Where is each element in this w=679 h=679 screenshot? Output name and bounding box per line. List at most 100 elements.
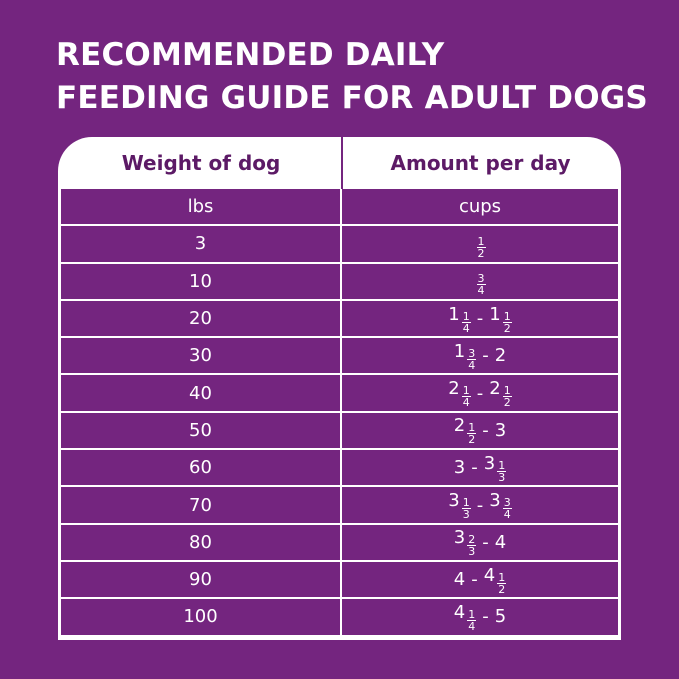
denominator: 2 <box>503 396 511 410</box>
whole-number: 3 <box>494 419 507 441</box>
range-separator: - <box>482 345 489 367</box>
numerator: 1 <box>476 234 486 248</box>
numerator: 3 <box>502 496 512 510</box>
table-row: 50 2 1 2-3 <box>61 412 618 449</box>
whole-number: 5 <box>494 606 507 628</box>
numerator: 1 <box>502 384 512 398</box>
page-title: RECOMMENDED DAILY FEEDING GUIDE FOR ADUL… <box>56 34 648 120</box>
whole-number: 1 <box>489 303 501 325</box>
whole-number: 2 <box>448 378 460 400</box>
table-row: 30 1 3 4-2 <box>61 338 618 374</box>
units-row: lbs cups <box>61 189 618 225</box>
weight-cell: 40 <box>61 375 340 411</box>
weight-cell: 90 <box>61 561 340 598</box>
numerator: 1 <box>467 421 477 435</box>
range-separator: - <box>471 569 478 591</box>
amount-from: 4 <box>454 569 465 590</box>
whole-number: 2 <box>489 378 501 400</box>
denominator: 4 <box>468 358 476 372</box>
numerator: 3 <box>467 346 477 360</box>
denominator: 3 <box>468 545 476 559</box>
title-line-1: RECOMMENDED DAILY <box>56 37 445 73</box>
unit-weight: lbs <box>61 189 340 225</box>
whole-number: 4 <box>483 564 496 586</box>
whole-number: 1 <box>453 340 466 362</box>
whole-number: 3 <box>483 452 496 474</box>
title-line-2: FEEDING GUIDE FOR ADULT DOGS <box>56 80 648 116</box>
weight-cell: 60 <box>61 450 340 486</box>
range-separator: - <box>482 606 489 628</box>
weight-cell: 30 <box>61 338 340 374</box>
denominator: 2 <box>477 246 485 260</box>
weight-cell: 10 <box>61 263 340 299</box>
weight-cell: 50 <box>61 412 340 449</box>
numerator: 1 <box>502 309 512 323</box>
denominator: 4 <box>503 508 511 522</box>
denominator: 3 <box>462 508 470 522</box>
amount-to: 5 <box>495 606 506 627</box>
amount-to: 2 <box>495 345 506 366</box>
whole-number: 4 <box>494 531 507 553</box>
header-amount: Amount per day <box>390 151 571 175</box>
header-weight: Weight of dog <box>61 137 343 189</box>
range-separator: - <box>482 419 489 441</box>
denominator: 4 <box>462 396 470 410</box>
table-row: 90 4-4 1 2 <box>61 561 618 598</box>
denominator: 4 <box>462 321 470 335</box>
table-row: 60 3-3 1 3 <box>61 450 618 486</box>
weight-cell: 3 <box>61 226 340 262</box>
numerator: 1 <box>497 458 507 472</box>
whole-number: 3 <box>453 457 466 479</box>
numerator: 1 <box>461 496 471 510</box>
whole-number: 2 <box>453 415 466 437</box>
table-row: 80 3 2 3-4 <box>61 524 618 560</box>
table-header: Weight of dog Amount per day <box>61 137 618 189</box>
whole-number: 3 <box>448 490 460 512</box>
numerator: 1 <box>461 384 471 398</box>
numerator: 2 <box>467 533 477 547</box>
whole-number: 4 <box>453 569 466 591</box>
whole-number: 3 <box>489 490 501 512</box>
amount-from: 3 <box>454 457 465 478</box>
table-row: 100 4 1 4-5 <box>61 599 618 635</box>
whole-number: 1 <box>448 303 460 325</box>
amount-to: 4 <box>495 532 506 553</box>
numerator: 1 <box>497 570 507 584</box>
numerator: 1 <box>467 607 477 621</box>
range-separator: - <box>476 494 484 516</box>
weight-cell: 20 <box>61 300 340 337</box>
table-body: lbs cups 3 1 2 10 3 4 20 1 1 4-1 1 2 30 1 3 4-2 40 2 1 4-2 1… <box>61 189 618 635</box>
whole-number: 4 <box>453 601 466 623</box>
